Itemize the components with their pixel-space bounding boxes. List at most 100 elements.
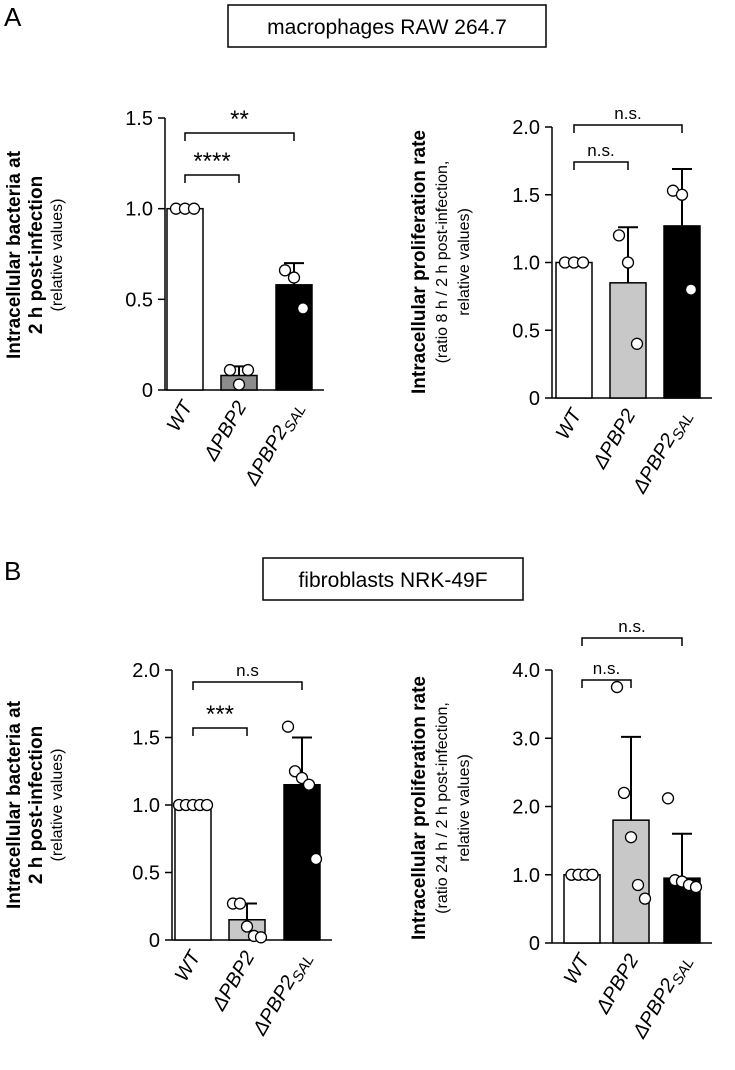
y-tick-label: 4.0 [512,660,540,682]
y-tick-label: 1.0 [512,253,540,275]
y-axis-label: Intracellular proliferation rate [409,676,430,940]
y-axis-note: (relative values) [49,199,66,312]
bar [275,284,313,391]
category-name: ΔPBP2 [588,406,640,474]
data-point [661,792,675,805]
significance-bracket [573,161,629,170]
significance-label: n.s. [614,104,641,123]
x-tick-label: ΔPBP2SAL [240,398,309,492]
category-name: ΔPBP2 [248,972,300,1040]
category-name: ΔPBP2 [199,398,251,466]
x-tick-label: WT [163,396,198,435]
data-point [223,363,237,377]
data-point [675,188,689,201]
y-axis-label: 2 h post-infection [26,726,47,884]
data-point [281,720,295,733]
data-point [624,831,638,844]
y-tick-label: 0.5 [512,320,540,342]
y-tick-label: 1.5 [125,108,153,130]
data-point [576,256,590,269]
category-name: ΔPBP2 [628,975,680,1043]
category-subscript: SAL [289,952,318,985]
data-point [689,880,703,894]
y-axis-note: (relative values) [49,749,66,862]
panel-title: fibroblasts NRK-49F [298,569,487,592]
x-tick-label: ΔPBP2SAL [248,948,317,1042]
data-point [296,302,310,315]
y-tick-label: 2.0 [512,117,540,139]
significance-bracket [192,681,303,690]
y-tick-label: 1.5 [512,185,540,207]
data-point [631,878,645,892]
y-tick-label: 0 [149,930,160,952]
data-point [241,363,255,377]
significance-label: n.s. [593,659,620,678]
category-name: ΔPBP2 [591,951,643,1019]
x-tick-label: WT [552,404,587,443]
x-tick-label: ΔPBP2SAL [628,406,697,500]
y-axis-note: (ratio 8 h / 2 h post-infection, [434,161,451,364]
data-point [278,264,292,277]
category-name: ΔPBP2 [240,422,292,490]
significance-label: n.s. [618,617,645,636]
title-box [262,557,524,601]
y-tick-label: 1.0 [125,199,153,221]
panel-title: macrophages RAW 264.7 [267,16,507,39]
data-point [630,337,644,350]
significance-bracket [184,174,240,183]
data-point [240,920,254,933]
significance-bracket [581,637,683,646]
significance-label: ** [230,106,249,133]
category-subscript: SAL [669,410,698,443]
y-axis-note: relative values) [456,754,473,862]
data-point [612,229,626,242]
y-tick-label: 2.0 [512,797,540,819]
x-tick-label: ΔPBP2 [207,948,259,1016]
significance-bracket [573,124,683,133]
bar [663,225,701,399]
y-tick-label: 1.0 [512,865,540,887]
panel-label: B [4,556,21,586]
x-tick-label: WT [560,949,595,988]
bar [174,804,212,941]
data-point [200,798,214,812]
data-point [586,868,599,881]
title-box [227,4,547,48]
significance-label: n.s [236,661,259,680]
category-name: ΔPBP2 [207,948,259,1016]
y-tick-label: 0.5 [132,863,160,885]
data-point [684,283,698,296]
y-tick-label: 1.5 [132,728,160,750]
y-tick-label: 0 [529,388,540,410]
category-name: ΔPBP2 [628,430,680,498]
significance-bracket [192,727,248,736]
y-tick-label: 0 [529,933,540,955]
category-name: WT [163,396,198,435]
significance-label: **** [193,148,230,175]
y-axis-label: 2 h post-infection [26,176,47,334]
category-name: WT [552,404,587,443]
data-point [287,271,301,284]
y-tick-label: 3.0 [512,728,540,750]
data-point [187,202,201,215]
bar [166,207,204,391]
data-point [621,256,635,269]
data-point [232,378,246,391]
data-point [254,931,268,944]
category-subscript: SAL [669,955,698,988]
y-axis-note: (ratio 24 h / 2 h post-infection, [434,702,451,914]
significance-bracket [184,132,295,141]
bar [563,874,601,944]
significance-bracket [581,679,632,688]
x-tick-label: ΔPBP2 [588,406,640,474]
data-point [233,897,247,910]
data-point [638,892,652,905]
y-tick-label: 2.0 [132,660,160,682]
data-point [610,680,624,694]
panel-label: A [4,2,22,32]
bar [555,261,593,399]
x-tick-label: WT [171,946,206,985]
y-axis-label: Intracellular bacteria at [4,700,25,909]
y-axis-label: Intracellular bacteria at [4,150,25,359]
y-tick-label: 1.0 [132,795,160,817]
